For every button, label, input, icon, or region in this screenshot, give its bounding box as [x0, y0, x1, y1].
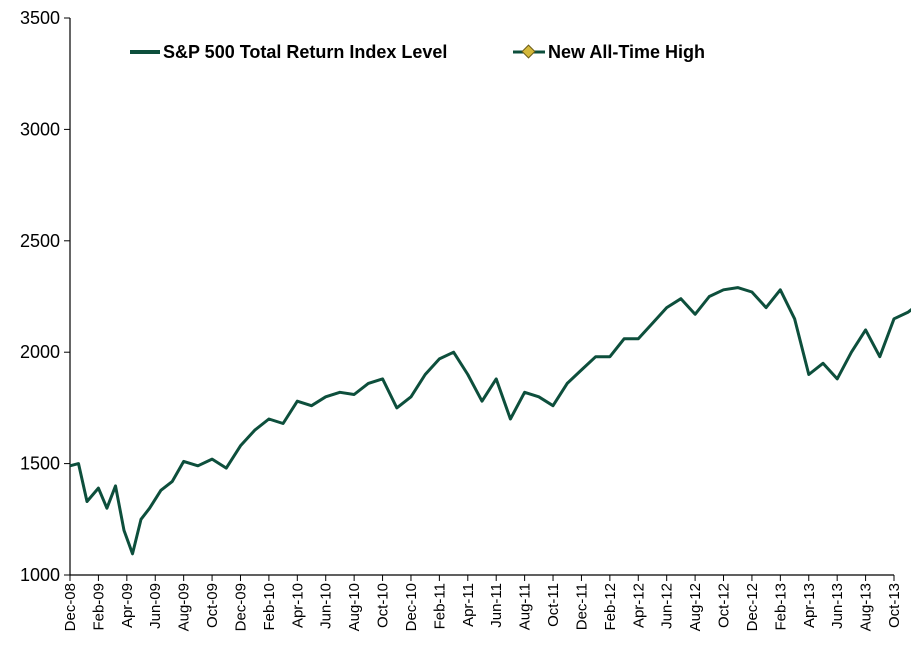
x-tick-label: Aug-13 — [858, 583, 875, 631]
x-tick-label: Jun-09 — [147, 583, 164, 629]
x-axis-ticks: Dec-08 Feb-09 Apr-09 Jun-09 Aug-09 Oct-09 Dec-… — [62, 575, 903, 631]
series-line-sp500 — [69, 286, 911, 556]
y-tick-label: 3000 — [20, 119, 60, 139]
x-tick-label: Feb-10 — [261, 583, 278, 631]
x-tick-label: Oct-09 — [204, 583, 221, 628]
axes — [69, 18, 894, 576]
x-tick-label: Oct-10 — [375, 583, 392, 628]
x-tick-label: Oct-13 — [886, 583, 903, 628]
legend: S&P 500 Total Return Index Level New All… — [130, 42, 705, 62]
x-tick-label: Dec-12 — [744, 583, 761, 631]
x-tick-label: Apr-11 — [460, 583, 477, 627]
x-tick-label: Jun-12 — [659, 583, 676, 629]
y-tick-label: 1000 — [20, 565, 60, 585]
x-tick-label: Jun-13 — [829, 583, 846, 629]
legend-label-ath: New All-Time High — [548, 42, 705, 62]
y-tick-label: 2000 — [20, 342, 60, 362]
x-tick-label: Jun-11 — [488, 583, 505, 628]
x-tick-label: Oct-11 — [545, 583, 562, 627]
x-tick-label: Feb-13 — [772, 583, 789, 631]
y-tick-label: 2500 — [20, 231, 60, 251]
y-axis-ticks: 1000 1500 2000 2500 3000 3500 — [20, 8, 70, 585]
x-tick-label: Dec-11 — [573, 583, 590, 630]
x-tick-label: Dec-08 — [62, 583, 79, 631]
y-tick-label: 3500 — [20, 8, 60, 28]
x-tick-label: Feb-12 — [602, 583, 619, 631]
x-tick-label: Apr-13 — [801, 583, 818, 628]
x-tick-label: Apr-10 — [289, 583, 306, 628]
x-tick-label: Dec-10 — [403, 583, 420, 631]
x-tick-label: Feb-09 — [90, 583, 107, 631]
y-tick-label: 1500 — [20, 454, 60, 474]
x-tick-label: Jun-10 — [318, 583, 335, 629]
legend-marker-swatch — [521, 44, 536, 59]
x-tick-label: Dec-09 — [232, 583, 249, 631]
x-tick-label: Aug-10 — [346, 583, 363, 631]
x-tick-label: Oct-12 — [716, 583, 733, 628]
x-tick-label: Apr-09 — [119, 583, 136, 628]
x-tick-label: Feb-11 — [431, 583, 448, 629]
legend-label-sp500: S&P 500 Total Return Index Level — [163, 42, 447, 62]
x-tick-label: Apr-12 — [630, 583, 647, 628]
x-tick-label: Aug-11 — [517, 583, 534, 630]
x-tick-label: Aug-09 — [176, 583, 193, 631]
x-tick-label: Aug-12 — [687, 583, 704, 631]
